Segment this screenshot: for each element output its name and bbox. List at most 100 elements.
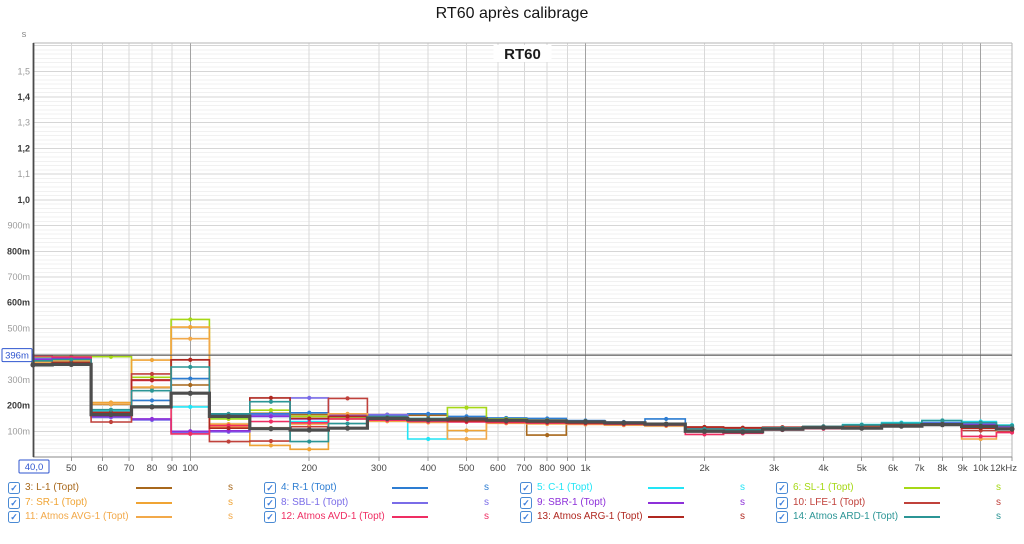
legend-label: 7: SR-1 (Topt) <box>25 496 88 508</box>
legend: ✓ 3: L-1 (Topt) s ✓ 4: R-1 (Topt) s ✓ 5: C-1 (T… <box>0 481 1024 525</box>
svg-text:400: 400 <box>420 463 436 474</box>
rt60-plot-area[interactable]: 100m 200m 300m 500m 600m 700m 800m 900m 1,0 1,1 1,… <box>0 0 1024 481</box>
legend-item-13[interactable]: ✓ 13: Atmos ARG-1 (Topt) s <box>512 510 768 525</box>
legend-line-swatch <box>904 501 940 504</box>
svg-text:600m: 600m <box>7 298 30 308</box>
svg-text:80: 80 <box>147 463 158 474</box>
legend-checkbox[interactable]: ✓ <box>776 496 788 509</box>
svg-text:100: 100 <box>182 463 198 474</box>
svg-text:10k: 10k <box>973 463 989 474</box>
y-cursor-readout: 396m <box>5 351 29 362</box>
legend-item-3[interactable]: ✓ 3: L-1 (Topt) s <box>0 481 256 496</box>
legend-line-swatch <box>392 516 428 519</box>
svg-text:2k: 2k <box>699 463 709 474</box>
legend-label: 5: C-1 (Topt) <box>537 482 593 494</box>
legend-checkbox[interactable]: ✓ <box>776 482 788 495</box>
legend-line-swatch <box>392 487 428 490</box>
legend-line-swatch <box>392 501 428 504</box>
svg-text:5k: 5k <box>857 463 867 474</box>
legend-checkbox[interactable]: ✓ <box>776 511 788 524</box>
legend-unit: s <box>740 511 745 523</box>
legend-label: 11: Atmos AVG-1 (Topt) <box>25 511 129 523</box>
svg-text:700: 700 <box>516 463 532 474</box>
legend-checkbox[interactable]: ✓ <box>8 482 20 495</box>
legend-line-swatch <box>904 516 940 519</box>
svg-text:300: 300 <box>371 463 387 474</box>
svg-text:800: 800 <box>539 463 555 474</box>
svg-text:300m: 300m <box>7 375 30 385</box>
svg-text:900m: 900m <box>7 221 30 231</box>
legend-item-7[interactable]: ✓ 7: SR-1 (Topt) s <box>0 496 256 511</box>
trace-lines <box>30 317 1015 452</box>
legend-item-6[interactable]: ✓ 6: SL-1 (Topt) s <box>768 481 1024 496</box>
legend-line-swatch <box>136 516 172 519</box>
svg-text:1,1: 1,1 <box>17 169 30 179</box>
legend-checkbox[interactable]: ✓ <box>8 496 20 509</box>
legend-item-9[interactable]: ✓ 9: SBR-1 (Topt) s <box>512 496 768 511</box>
svg-text:500m: 500m <box>7 323 30 333</box>
page-title: RT60 après calibrage <box>435 5 589 22</box>
svg-text:8k: 8k <box>937 463 947 474</box>
svg-text:500: 500 <box>459 463 475 474</box>
legend-line-swatch <box>904 487 940 490</box>
svg-text:90: 90 <box>167 463 178 474</box>
legend-unit: s <box>996 511 1001 523</box>
svg-text:1,2: 1,2 <box>17 143 30 153</box>
legend-checkbox[interactable]: ✓ <box>520 482 532 495</box>
legend-unit: s <box>228 511 233 523</box>
legend-label: 8: SBL-1 (Topt) <box>281 496 349 508</box>
y-axis-unit-label: s <box>22 29 27 40</box>
svg-text:1k: 1k <box>580 463 590 474</box>
legend-item-8[interactable]: ✓ 8: SBL-1 (Topt) s <box>256 496 512 511</box>
legend-unit: s <box>740 482 745 494</box>
svg-text:600: 600 <box>490 463 506 474</box>
legend-label: 6: SL-1 (Topt) <box>793 482 854 494</box>
legend-item-12[interactable]: ✓ 12: Atmos AVD-1 (Topt) s <box>256 510 512 525</box>
legend-line-swatch <box>648 501 684 504</box>
legend-item-11[interactable]: ✓ 11: Atmos AVG-1 (Topt) s <box>0 510 256 525</box>
legend-unit: s <box>484 496 489 508</box>
legend-label: 14: Atmos ARD-1 (Topt) <box>793 511 899 523</box>
svg-text:800m: 800m <box>7 246 30 256</box>
legend-checkbox[interactable]: ✓ <box>264 482 276 495</box>
svg-text:70: 70 <box>124 463 135 474</box>
svg-text:200m: 200m <box>7 401 30 411</box>
legend-line-swatch <box>136 501 172 504</box>
legend-item-10[interactable]: ✓ 10: LFE-1 (Topt) s <box>768 496 1024 511</box>
legend-item-5[interactable]: ✓ 5: C-1 (Topt) s <box>512 481 768 496</box>
legend-unit: s <box>996 482 1001 494</box>
legend-line-swatch <box>648 516 684 519</box>
svg-text:1,4: 1,4 <box>17 92 30 102</box>
legend-checkbox[interactable]: ✓ <box>264 511 276 524</box>
legend-label: 12: Atmos AVD-1 (Topt) <box>281 511 385 523</box>
legend-item-4[interactable]: ✓ 4: R-1 (Topt) s <box>256 481 512 496</box>
chart-title: RT60 <box>504 46 541 63</box>
svg-text:6k: 6k <box>888 463 898 474</box>
legend-unit: s <box>740 496 745 508</box>
legend-checkbox[interactable]: ✓ <box>520 511 532 524</box>
x-cursor-readout-box <box>18 459 50 474</box>
legend-item-14[interactable]: ✓ 14: Atmos ARD-1 (Topt) s <box>768 510 1024 525</box>
svg-text:900: 900 <box>559 463 575 474</box>
svg-text:100m: 100m <box>7 426 30 436</box>
legend-unit: s <box>484 511 489 523</box>
chart-title-background <box>493 45 552 62</box>
svg-text:1,0: 1,0 <box>17 195 30 205</box>
legend-unit: s <box>228 496 233 508</box>
legend-checkbox[interactable]: ✓ <box>8 511 20 524</box>
legend-line-swatch <box>648 487 684 490</box>
legend-label: 13: Atmos ARG-1 (Topt) <box>537 511 643 523</box>
legend-checkbox[interactable]: ✓ <box>520 496 532 509</box>
svg-text:7k: 7k <box>914 463 924 474</box>
svg-text:700m: 700m <box>7 272 30 282</box>
legend-label: 9: SBR-1 (Topt) <box>537 496 606 508</box>
legend-unit: s <box>228 482 233 494</box>
legend-unit: s <box>484 482 489 494</box>
x-cursor-readout: 40,0 <box>25 462 44 473</box>
legend-unit: s <box>996 496 1001 508</box>
svg-text:3k: 3k <box>769 463 779 474</box>
legend-checkbox[interactable]: ✓ <box>264 496 276 509</box>
axis-labels: 100m 200m 300m 500m 600m 700m 800m 900m 1,0 1,1 1,… <box>7 66 1017 474</box>
svg-text:1,3: 1,3 <box>17 118 30 128</box>
